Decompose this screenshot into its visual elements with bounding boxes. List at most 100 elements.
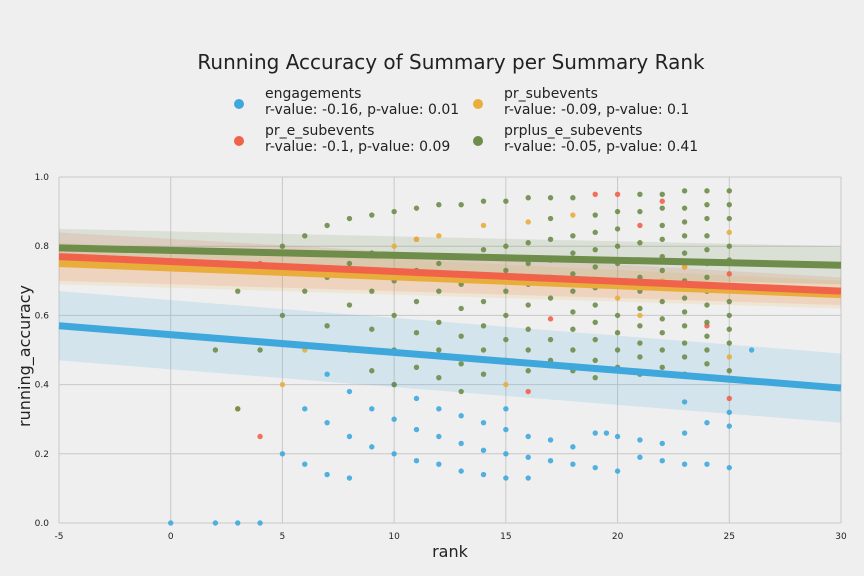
point-prplus-e-subevents <box>235 406 241 412</box>
plot-area <box>59 177 841 523</box>
point-prplus-e-subevents <box>637 208 643 215</box>
point-engagements <box>324 471 330 478</box>
point-engagements <box>659 440 665 447</box>
point-prplus-e-subevents <box>413 364 420 370</box>
legend-label-engagements: engagements <box>265 86 361 102</box>
point-prplus-e-subevents <box>637 323 643 329</box>
point-engagements <box>547 437 554 443</box>
point-prplus-e-subevents <box>458 388 464 395</box>
point-engagements <box>436 406 442 412</box>
point-prplus-e-subevents <box>369 326 375 332</box>
point-prplus-e-subevents <box>212 347 219 353</box>
point-prplus-e-subevents <box>637 340 643 346</box>
x-tick-label: 30 <box>835 532 847 542</box>
point-engagements <box>681 399 688 405</box>
point-engagements <box>235 520 241 526</box>
point-prplus-e-subevents <box>726 243 732 249</box>
point-prplus-e-subevents <box>503 312 509 319</box>
point-prplus-e-subevents <box>436 201 442 208</box>
point-prplus-e-subevents <box>726 201 732 208</box>
point-prplus-e-subevents <box>436 260 442 267</box>
point-prplus-e-subevents <box>458 333 464 339</box>
point-prplus-e-subevents <box>346 260 353 267</box>
point-pr-e-subevents <box>547 316 554 322</box>
point-prplus-e-subevents <box>704 319 710 326</box>
point-prplus-e-subevents <box>614 312 621 319</box>
point-pr-subevents <box>503 381 509 388</box>
regression-line-pr-subevents <box>58 260 842 299</box>
point-engagements <box>570 444 576 450</box>
y-tick-label: 0.0 <box>35 519 50 529</box>
point-pr-e-subevents <box>525 388 531 395</box>
point-prplus-e-subevents <box>436 319 442 326</box>
point-prplus-e-subevents <box>637 274 643 281</box>
point-prplus-e-subevents <box>681 323 688 329</box>
point-prplus-e-subevents <box>391 381 397 388</box>
point-prplus-e-subevents <box>570 347 576 353</box>
point-prplus-e-subevents <box>279 243 286 249</box>
point-engagements <box>704 419 710 426</box>
point-prplus-e-subevents <box>324 323 330 329</box>
point-pr-e-subevents <box>592 191 598 197</box>
point-engagements <box>436 433 442 440</box>
point-engagements <box>637 454 643 460</box>
x-tick-label: 25 <box>724 532 735 542</box>
x-tick-label: 15 <box>500 532 511 542</box>
point-engagements <box>302 406 308 412</box>
point-prplus-e-subevents <box>659 298 665 305</box>
legend-entry-pr-subevents: pr_subevents r-value: -0.09, p-value: 0.… <box>473 86 689 118</box>
point-engagements <box>413 458 420 464</box>
x-tick-label: -5 <box>55 532 64 542</box>
point-prplus-e-subevents <box>726 312 732 319</box>
point-engagements <box>525 475 531 481</box>
point-engagements <box>413 426 420 433</box>
x-tick-label: 5 <box>280 532 286 542</box>
point-prplus-e-subevents <box>659 364 665 370</box>
point-pr-subevents <box>681 264 688 270</box>
point-engagements <box>726 409 732 415</box>
point-prplus-e-subevents <box>369 212 375 218</box>
legend-stats-prplus-e-subevents: r-value: -0.05, p-value: 0.41 <box>504 139 698 155</box>
point-prplus-e-subevents <box>637 240 643 246</box>
point-prplus-e-subevents <box>257 347 263 353</box>
point-engagements <box>346 388 353 395</box>
y-tick-label: 0.4 <box>35 381 50 391</box>
point-prplus-e-subevents <box>525 240 531 246</box>
point-prplus-e-subevents <box>637 354 643 360</box>
point-pr-e-subevents <box>726 271 732 277</box>
point-prplus-e-subevents <box>570 250 576 256</box>
point-prplus-e-subevents <box>525 368 531 374</box>
point-prplus-e-subevents <box>369 288 375 294</box>
point-pr-subevents <box>413 236 420 242</box>
point-engagements <box>726 464 732 471</box>
point-prplus-e-subevents <box>704 347 710 353</box>
point-prplus-e-subevents <box>592 374 598 381</box>
x-tick-labels: -5 0 5 10 15 20 25 30 <box>55 532 847 542</box>
point-engagements <box>614 433 621 440</box>
point-prplus-e-subevents <box>681 205 688 211</box>
legend-stats-engagements: r-value: -0.16, p-value: 0.01 <box>265 102 459 118</box>
point-prplus-e-subevents <box>525 347 531 353</box>
point-pr-e-subevents <box>257 433 263 440</box>
point-prplus-e-subevents <box>413 205 420 211</box>
point-prplus-e-subevents <box>480 246 487 253</box>
point-prplus-e-subevents <box>480 323 487 329</box>
point-pr-subevents <box>436 233 442 239</box>
point-prplus-e-subevents <box>659 191 665 197</box>
point-engagements <box>458 468 464 474</box>
point-prplus-e-subevents <box>614 243 621 249</box>
point-prplus-e-subevents <box>547 336 554 343</box>
legend-entry-engagements: engagements r-value: -0.16, p-value: 0.0… <box>234 86 459 118</box>
point-prplus-e-subevents <box>592 357 598 364</box>
point-engagements <box>257 520 263 526</box>
point-prplus-e-subevents <box>637 305 643 312</box>
regression-lines <box>58 244 842 392</box>
point-prplus-e-subevents <box>704 246 710 253</box>
point-engagements <box>480 471 487 478</box>
point-pr-e-subevents <box>614 191 621 197</box>
point-prplus-e-subevents <box>704 333 710 339</box>
point-prplus-e-subevents <box>726 368 732 374</box>
point-prplus-e-subevents <box>570 326 576 332</box>
point-engagements <box>279 451 286 457</box>
y-tick-label: 0.6 <box>35 311 50 321</box>
